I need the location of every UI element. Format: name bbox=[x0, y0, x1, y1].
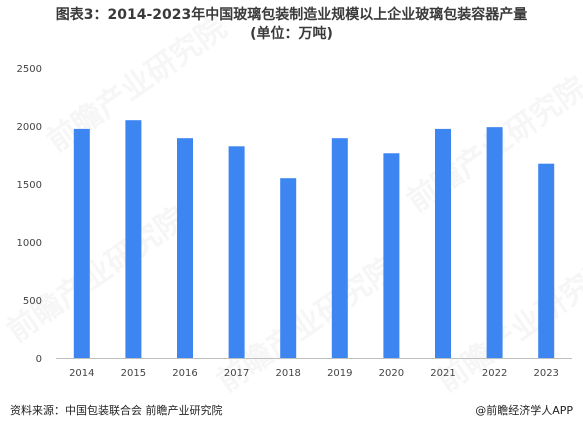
x-tick-label-2019: 2019 bbox=[327, 368, 352, 379]
x-tick-label-2021: 2021 bbox=[430, 368, 455, 379]
bar-2014 bbox=[73, 128, 90, 358]
chart-title-line2: (单位：万吨) bbox=[250, 26, 333, 42]
bar-2016 bbox=[177, 138, 193, 358]
bar-2022 bbox=[486, 127, 503, 358]
chart-title-line1: 图表3：2014-2023年中国玻璃包装制造业规模以上企业玻璃包装容器产量 bbox=[55, 7, 528, 23]
bar-2021 bbox=[435, 128, 451, 358]
source-note: 资料来源：中国包装联合会 前瞻产业研究院 bbox=[10, 404, 223, 417]
y-tick-label-2500: 2500 bbox=[17, 64, 42, 75]
bar-2019 bbox=[331, 138, 348, 358]
bar-2015 bbox=[125, 120, 142, 358]
y-tick-label-0: 0 bbox=[36, 354, 42, 365]
x-tick-label-2022: 2022 bbox=[482, 368, 507, 379]
credit-note: @前瞻经济学人APP bbox=[475, 404, 573, 417]
bar-2018 bbox=[280, 178, 297, 358]
y-tick-label-1500: 1500 bbox=[17, 180, 42, 191]
bar-2020 bbox=[383, 153, 400, 358]
x-tick-label-2014: 2014 bbox=[69, 368, 94, 379]
y-tick-label-500: 500 bbox=[23, 296, 42, 307]
x-tick-label-2018: 2018 bbox=[275, 368, 300, 379]
bar-2017 bbox=[228, 146, 245, 358]
x-tick-label-2020: 2020 bbox=[379, 368, 404, 379]
x-tick-label-2016: 2016 bbox=[172, 368, 197, 379]
y-tick-label-1000: 1000 bbox=[17, 238, 42, 249]
x-tick-label-2015: 2015 bbox=[121, 368, 146, 379]
x-tick-label-2023: 2023 bbox=[533, 368, 558, 379]
chart-title: 图表3：2014-2023年中国玻璃包装制造业规模以上企业玻璃包装容器产量 (单… bbox=[0, 6, 583, 44]
x-tick-label-2017: 2017 bbox=[224, 368, 249, 379]
bar-2023 bbox=[538, 163, 555, 358]
bar-chart: 0 500 1000 1500 2000 2500 2014 2015 2016 2017 2018… bbox=[17, 64, 572, 379]
y-tick-label-2000: 2000 bbox=[17, 122, 42, 133]
